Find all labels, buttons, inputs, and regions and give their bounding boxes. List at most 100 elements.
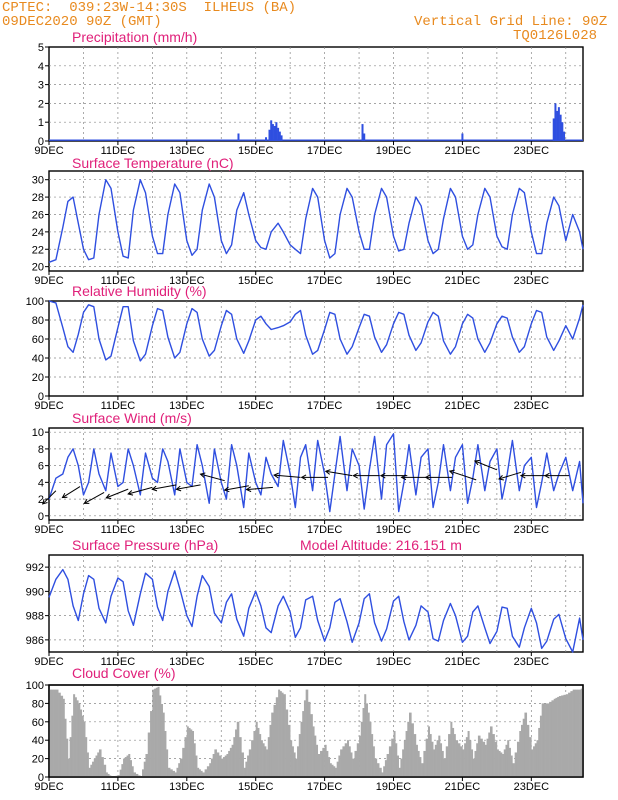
cloud-bar — [393, 731, 396, 777]
series-line — [48, 568, 584, 653]
y-tick-label: 20 — [32, 754, 44, 766]
cloud-bar — [489, 726, 493, 777]
cloud-bar — [333, 766, 336, 777]
y-tick-label: 24 — [32, 227, 44, 239]
grid-note: Vertical Grid Line: 90Z — [414, 14, 608, 30]
precip-bar — [559, 114, 562, 141]
cloud-bar — [520, 724, 524, 777]
cloud-bar — [471, 749, 474, 777]
cloud-bar — [356, 743, 360, 777]
cloud-bar — [577, 689, 580, 777]
wind-arrow — [151, 484, 177, 492]
cloud-bar — [452, 727, 455, 777]
cloud-bar — [469, 740, 472, 777]
x-tick-label: 9DEC — [34, 145, 63, 157]
precip-bar — [554, 103, 557, 141]
cloud-bar — [123, 758, 126, 777]
x-tick-label: 9DEC — [34, 524, 63, 536]
cloud-bar — [224, 755, 227, 777]
cloud-bar — [465, 737, 468, 777]
cloud-bar — [103, 764, 107, 777]
cloud-bar — [503, 749, 506, 777]
precip-bar — [280, 135, 283, 141]
cloud-bar — [157, 686, 160, 777]
cloud-bar — [482, 741, 486, 777]
cloud-bar — [226, 754, 229, 777]
cloud-bar — [342, 746, 346, 777]
y-tick-label: 4 — [38, 477, 44, 489]
wind-arrow — [41, 490, 57, 505]
cloud-bar — [162, 712, 165, 777]
cloud-bar — [49, 689, 52, 777]
cloud-bar — [302, 711, 305, 777]
cloud-bar — [565, 694, 569, 777]
x-tick-label: 21DEC — [445, 275, 481, 287]
cloud-bar — [519, 731, 522, 777]
cloud-bar — [170, 769, 173, 777]
wind-arrow — [61, 486, 81, 499]
cloud-bar — [570, 691, 573, 777]
y-tick-label: 5 — [38, 42, 44, 54]
wind-arrow — [105, 488, 129, 499]
cloud-bar — [395, 743, 398, 777]
x-tick-label: 11DEC — [101, 400, 136, 412]
cloud-bar — [150, 711, 153, 777]
y-tick-label: 0 — [38, 136, 44, 148]
cloud-bar — [516, 741, 520, 777]
cloud-bar — [541, 703, 544, 777]
cloud-bar — [293, 752, 296, 777]
x-tick-label: 15DEC — [238, 145, 274, 157]
x-tick-label: 9DEC — [34, 400, 63, 412]
precip-bar — [461, 133, 464, 141]
y-tick-label: 986 — [26, 635, 44, 647]
cloud-bar — [133, 772, 137, 777]
cloud-bar — [204, 769, 208, 777]
precip-bar — [273, 125, 276, 141]
cloud-bar — [364, 694, 367, 777]
x-tick-label: 17DEC — [307, 275, 343, 287]
precip-bar — [268, 129, 271, 141]
cloud-bar — [295, 758, 298, 777]
cloud-bar — [95, 755, 98, 777]
cloud-bar — [384, 760, 387, 777]
plot-frame-overlay — [48, 684, 584, 778]
cloud-bar — [409, 712, 412, 777]
x-tick-label: 15DEC — [238, 524, 274, 536]
cloud-bar — [281, 692, 284, 777]
cloud-bar — [369, 721, 372, 777]
cloud-bar — [186, 726, 189, 777]
y-tick-label: 0 — [38, 391, 44, 403]
cloud-bar — [143, 761, 146, 777]
cloud-bar — [322, 747, 325, 777]
cloud-bar — [431, 741, 434, 777]
wind-arrow — [223, 485, 249, 493]
cloud-bar — [97, 752, 100, 777]
cloud-bar — [101, 757, 104, 777]
cloud-bar — [448, 734, 451, 777]
cloud-bar — [340, 749, 343, 777]
cloud-bar — [328, 757, 331, 777]
cloud-bar — [126, 755, 129, 777]
cloud-bar — [245, 761, 248, 777]
cloud-bar — [417, 750, 420, 777]
cloud-bar — [443, 758, 447, 777]
cloud-bar — [533, 746, 536, 777]
x-tick-label: 11DEC — [101, 145, 136, 157]
wind-arrow — [175, 484, 201, 492]
panel-title: Relative Humidity (%) — [72, 283, 207, 299]
cloud-bar — [505, 744, 508, 777]
x-tick-label: 15DEC — [238, 781, 274, 793]
cloud-bar — [558, 696, 562, 777]
cloud-bar — [202, 772, 205, 777]
cloud-bar — [543, 703, 546, 777]
plot-frame — [48, 554, 584, 653]
x-tick-label: 17DEC — [307, 145, 343, 157]
y-tick-label: 100 — [26, 296, 44, 308]
cloud-bar — [419, 757, 422, 777]
cloud-bar — [423, 750, 426, 777]
cloud-bar — [86, 752, 89, 777]
cloud-bar — [480, 738, 483, 777]
cloud-bar — [222, 757, 226, 777]
precip-bar — [278, 131, 281, 141]
cloud-bar — [98, 749, 102, 777]
